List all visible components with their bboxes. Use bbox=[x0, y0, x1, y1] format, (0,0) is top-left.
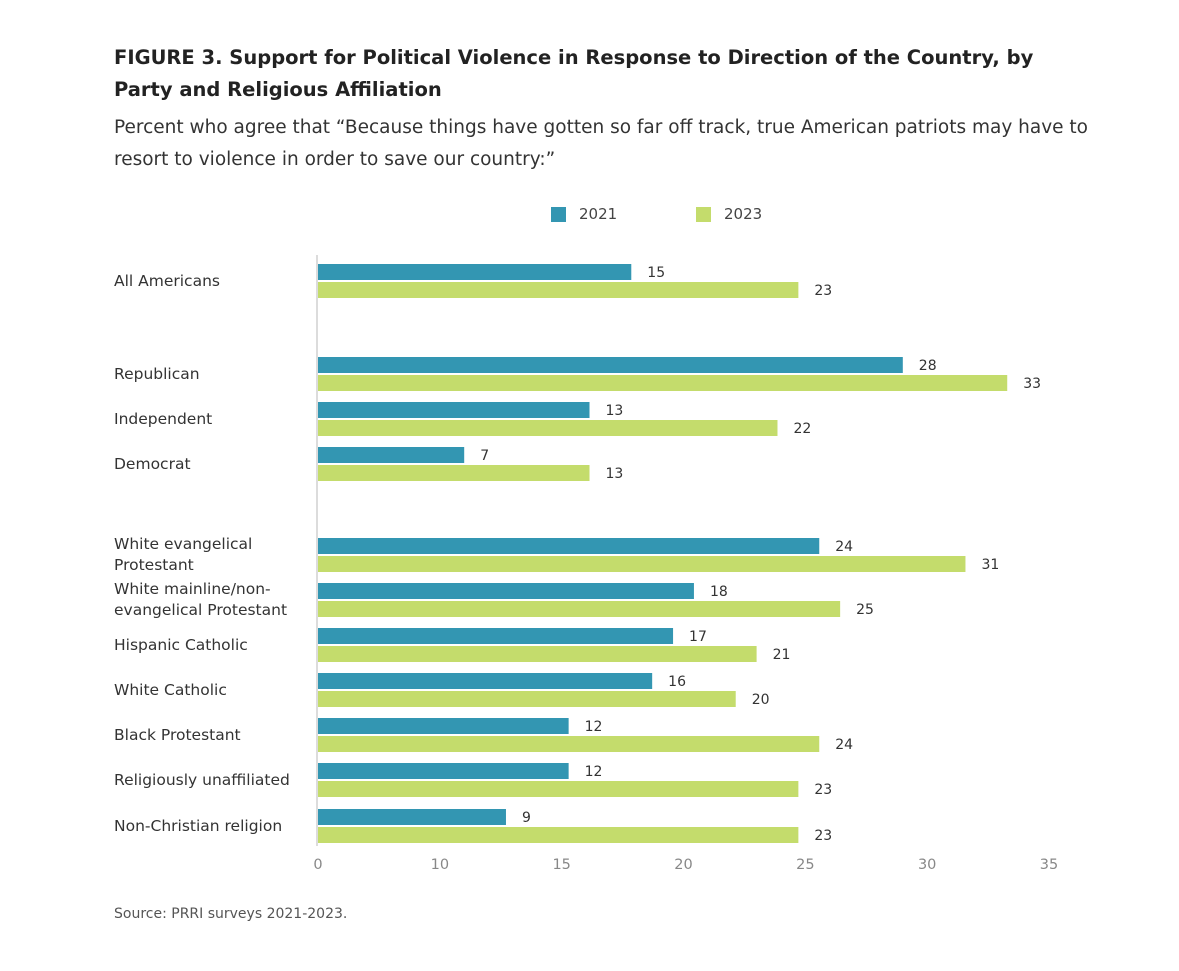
category-label-line: Hispanic Catholic bbox=[114, 635, 248, 654]
category-label-line: Democrat bbox=[114, 454, 191, 473]
legend-swatch-2023 bbox=[696, 206, 711, 222]
data-label-2023: 33 bbox=[1023, 376, 1041, 392]
x-tick-label: 30 bbox=[918, 857, 936, 873]
data-label-2021: 7 bbox=[480, 448, 489, 464]
data-label-2023: 21 bbox=[773, 647, 791, 663]
x-tick-label: 15 bbox=[552, 857, 570, 873]
data-label-2023: 23 bbox=[814, 283, 832, 299]
data-label-2021: 16 bbox=[668, 674, 686, 690]
data-label-2023: 23 bbox=[814, 828, 832, 844]
legend-label-2021: 2021 bbox=[579, 205, 618, 223]
category-label-line: White evangelical bbox=[114, 535, 253, 553]
category-label-line: All Americans bbox=[114, 271, 220, 290]
bar-2023 bbox=[318, 601, 841, 617]
data-label-2023: 31 bbox=[981, 557, 999, 573]
bar-2021 bbox=[318, 264, 632, 280]
bar-2021 bbox=[318, 447, 465, 463]
bar-2023 bbox=[318, 465, 590, 481]
category-label: White evangelical Protestant bbox=[114, 534, 314, 576]
category-label-line: Non-Christian religion bbox=[114, 816, 283, 835]
bar-2021 bbox=[318, 583, 694, 599]
chart-title: FIGURE 3. Support for Political Violence… bbox=[114, 46, 1034, 101]
data-label-2023: 22 bbox=[793, 421, 811, 437]
category-label-line: Black Protestant bbox=[114, 725, 241, 744]
category-label-line: White mainline/non- bbox=[114, 580, 271, 598]
x-tick-label: 20 bbox=[674, 857, 692, 873]
category-label: Independent bbox=[114, 409, 314, 430]
bar-2023 bbox=[318, 556, 966, 572]
category-label: Hispanic Catholic bbox=[114, 635, 314, 656]
data-label-2023: 23 bbox=[814, 782, 832, 798]
category-label: All Americans bbox=[114, 271, 314, 292]
data-label-2023: 24 bbox=[835, 737, 853, 753]
data-label-2021: 13 bbox=[606, 403, 624, 419]
bar-2021 bbox=[318, 402, 590, 418]
data-label-2023: 25 bbox=[856, 602, 874, 618]
category-label: White Catholic bbox=[114, 680, 314, 701]
data-label-2021: 12 bbox=[585, 719, 603, 735]
chart-subtitle: Percent who agree that “Because things h… bbox=[114, 117, 1089, 170]
x-tick-label: 25 bbox=[796, 857, 814, 873]
legend-swatch-2021 bbox=[551, 206, 566, 222]
bar-2021 bbox=[318, 628, 674, 644]
bar-2023 bbox=[318, 691, 736, 707]
x-tick-label: 10 bbox=[431, 857, 449, 873]
category-label-line: White Catholic bbox=[114, 680, 227, 699]
category-label: Republican bbox=[114, 364, 314, 385]
category-label: White mainline/non-evangelical Protestan… bbox=[114, 579, 314, 621]
category-label: Black Protestant bbox=[114, 725, 314, 746]
data-label-2021: 9 bbox=[522, 810, 531, 826]
bar-2023 bbox=[318, 781, 799, 797]
bar-2021 bbox=[318, 718, 569, 734]
bar-2021 bbox=[318, 673, 653, 689]
bar-2023 bbox=[318, 827, 799, 843]
legend-item-2021: 2021 bbox=[551, 205, 617, 223]
bar-2023 bbox=[318, 646, 757, 662]
bar-2023 bbox=[318, 375, 1008, 391]
legend-item-2023: 2023 bbox=[696, 205, 762, 223]
bar-2023 bbox=[318, 736, 820, 752]
bar-2021 bbox=[318, 357, 903, 373]
category-label-line: Independent bbox=[114, 409, 213, 428]
data-label-2021: 24 bbox=[835, 539, 853, 555]
category-label-line: Republican bbox=[114, 364, 200, 383]
bar-2021 bbox=[318, 763, 569, 779]
legend-label-2023: 2023 bbox=[724, 205, 763, 223]
data-label-2021: 28 bbox=[919, 358, 937, 374]
category-label-line: evangelical Protestant bbox=[114, 601, 288, 619]
bar-2021 bbox=[318, 538, 820, 554]
data-label-2023: 20 bbox=[752, 692, 770, 708]
bar-2021 bbox=[318, 809, 506, 825]
bar-2023 bbox=[318, 282, 799, 298]
data-label-2023: 13 bbox=[606, 466, 624, 482]
category-label: Non-Christian religion bbox=[114, 816, 314, 837]
source-note: Source: PRRI surveys 2021-2023. bbox=[114, 906, 348, 922]
data-label-2021: 12 bbox=[585, 764, 603, 780]
bar-2023 bbox=[318, 420, 778, 436]
data-label-2021: 17 bbox=[689, 629, 707, 645]
category-label-line: Religiously unaffiliated bbox=[114, 770, 290, 789]
data-label-2021: 15 bbox=[647, 265, 665, 281]
category-label: Democrat bbox=[114, 454, 314, 475]
category-label: Religiously unaffiliated bbox=[114, 770, 314, 791]
x-tick-label: 0 bbox=[313, 857, 322, 873]
category-label-line: Protestant bbox=[114, 556, 194, 574]
data-label-2021: 18 bbox=[710, 584, 728, 600]
x-tick-label: 35 bbox=[1040, 857, 1058, 873]
